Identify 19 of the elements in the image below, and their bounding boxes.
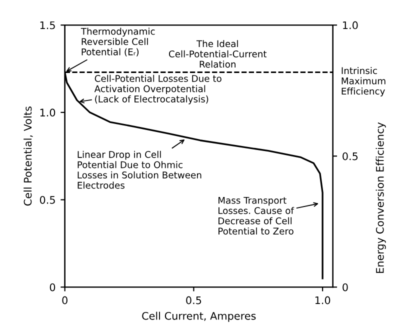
y2-tick-label: 1.0 xyxy=(343,21,358,30)
annotation: Linear Drop in Cell Potential Due to Ohmic Losses in Solution Between Electrodes xyxy=(78,150,202,189)
ref-line-label: The Ideal Cell-Potential-Current Relation xyxy=(168,40,267,68)
y2-tick-label: 0.5 xyxy=(342,152,358,160)
x-tick-label: 0 xyxy=(62,296,68,304)
annotation: Cell-Potential Losses Due to Activation Overpotential (Lack of Electrocatalysis) xyxy=(94,74,222,104)
x-axis-title: Cell Current, Amperes xyxy=(142,312,256,322)
y2-tick-label: 0 xyxy=(342,283,348,292)
annotation: Thermodynamic Reversible Cell Potential (Eᵣ) xyxy=(80,28,155,56)
y2-axis-title: Energy Conversion Efficiency xyxy=(376,122,386,273)
y-tick-label: 1.0 xyxy=(40,108,56,117)
y-tick-label: 0 xyxy=(50,283,56,292)
text: Intrinsic Maximum Efficiency xyxy=(342,67,386,96)
y-axis-title: Cell Potential, Volts xyxy=(24,106,33,206)
y-tick-label: 1.5 xyxy=(40,21,55,30)
annotation: Mass Transport Losses. Cause of Decrease of Cell Potential to Zero xyxy=(218,196,294,235)
x-tick-label: 1.0 xyxy=(315,296,330,304)
y-tick-label: 0.5 xyxy=(40,196,55,204)
x-tick-label: 0.5 xyxy=(186,296,202,304)
